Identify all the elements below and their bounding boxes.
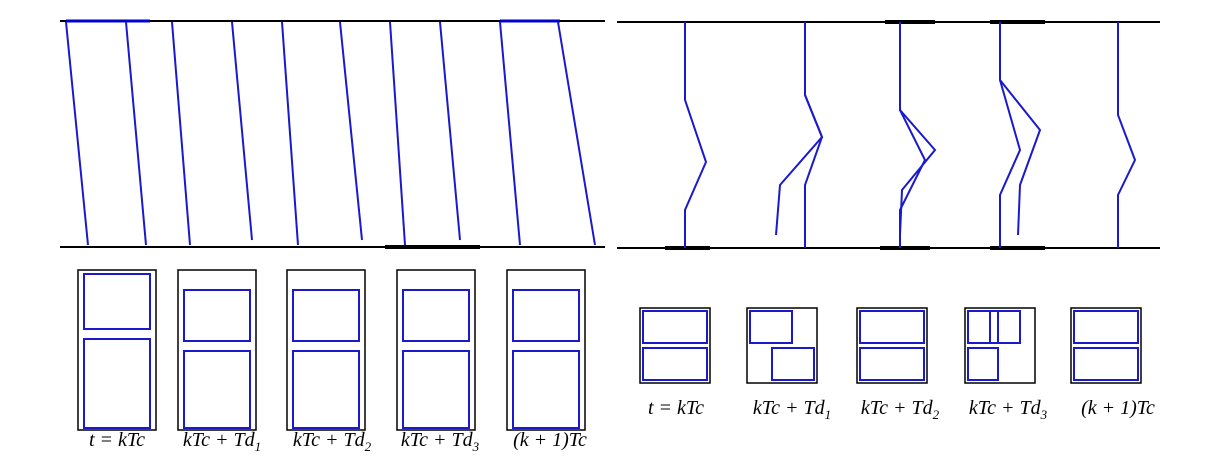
trajectory [775, 22, 824, 236]
region [642, 347, 708, 381]
label-subscript: 3 [472, 439, 480, 454]
label-subscript: 2 [365, 439, 372, 454]
label-main: t = kTc [648, 397, 704, 419]
region [1073, 310, 1139, 344]
time-label: kTc + Td2 [861, 397, 940, 422]
plot-frame [77, 269, 157, 431]
region [512, 289, 580, 342]
trajectory [1117, 22, 1137, 248]
trajectory [999, 22, 1042, 236]
time-label: kTc + Td1 [183, 429, 261, 454]
label-subscript: 2 [933, 407, 940, 422]
label-main: t = kTc [89, 429, 145, 451]
plot-frame [746, 307, 818, 384]
label-main: kTc + Td [401, 429, 474, 451]
region [183, 350, 251, 429]
time-label: (k + 1)Tc [1081, 397, 1155, 419]
region [512, 350, 580, 429]
left-panel [60, 19, 605, 249]
region [967, 347, 999, 381]
trajectory [999, 22, 1022, 248]
region [292, 350, 360, 429]
region [1073, 347, 1139, 381]
region [967, 310, 999, 344]
time-label: kTc + Td3 [969, 397, 1048, 422]
label-main: (k + 1)Tc [1081, 397, 1155, 419]
region [402, 350, 470, 429]
time-label: kTc + Td1 [753, 397, 831, 422]
region [859, 310, 925, 344]
plot-frame [1070, 307, 1142, 384]
plot-frame [506, 269, 586, 431]
trajectory [281, 21, 299, 246]
region [642, 310, 708, 344]
label-subscript: 1 [825, 407, 832, 422]
plot-frame [286, 269, 366, 431]
time-label: t = kTc [89, 429, 145, 451]
trajectory [557, 21, 596, 246]
trajectory [389, 21, 406, 246]
time-label: (k + 1)Tc [513, 429, 587, 451]
plot-frame [177, 269, 257, 431]
region [859, 347, 925, 381]
time-label: t = kTc [648, 397, 704, 419]
trajectory [231, 21, 253, 241]
trajectory [899, 22, 937, 236]
trajectory [171, 21, 191, 246]
trajectory [439, 21, 461, 241]
label-main: kTc + Td [293, 429, 366, 451]
time-label: kTc + Td2 [293, 429, 372, 454]
trajectory [65, 21, 89, 246]
label-subscript: 3 [1040, 407, 1048, 422]
label-main: kTc + Td [753, 397, 826, 419]
right-panel [617, 20, 1160, 250]
region [83, 338, 151, 429]
trajectory [804, 22, 824, 248]
trajectory [125, 21, 147, 246]
label-main: kTc + Td [969, 397, 1042, 419]
region [83, 273, 151, 330]
label-subscript: 1 [255, 439, 262, 454]
region [292, 289, 360, 342]
region [749, 310, 793, 344]
region [989, 310, 1021, 344]
trajectory [499, 21, 521, 246]
label-main: kTc + Td [861, 397, 934, 419]
trajectory [339, 21, 363, 241]
plot-frame [396, 269, 476, 431]
plot-frame [964, 307, 1036, 384]
label-main: (k + 1)Tc [513, 429, 587, 451]
region [183, 289, 251, 342]
trajectory [684, 22, 708, 248]
time-label: kTc + Td3 [401, 429, 480, 454]
region [402, 289, 470, 342]
plot-frame [856, 307, 928, 384]
plot-frame [639, 307, 711, 384]
region [771, 347, 815, 381]
label-main: kTc + Td [183, 429, 256, 451]
